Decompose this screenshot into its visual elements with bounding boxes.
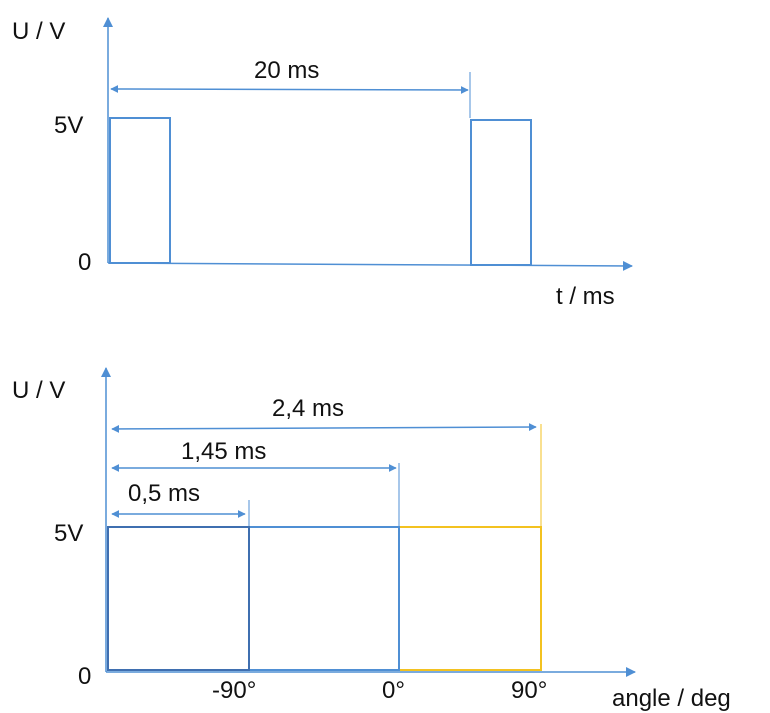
top-y-axis-label: U / V [12, 18, 65, 45]
pulse-1-45ms [107, 526, 400, 671]
bottom-diagram: U / V angle / deg 5V 0 2,4 ms 1,45 ms 0,… [12, 367, 731, 712]
top-period-label: 20 ms [254, 57, 319, 84]
top-pulse-2 [470, 119, 532, 266]
width-label-2-4ms: 2,4 ms [272, 395, 344, 422]
angle-label-0: 0° [382, 677, 405, 704]
bottom-x-axis-label: angle / deg [612, 685, 731, 712]
top-diagram: U / V t / ms 5V 0 20 ms [12, 17, 633, 310]
top-level-high-label: 5V [54, 112, 83, 139]
top-x-axis [107, 260, 633, 271]
top-x-axis-label: t / ms [556, 283, 615, 310]
top-level-low-label: 0 [78, 249, 91, 276]
width-label-0-5ms: 0,5 ms [128, 480, 200, 507]
angle-label-minus-90: -90° [212, 677, 256, 704]
angle-label-90: 90° [511, 677, 547, 704]
pulse-0-5ms [107, 526, 250, 671]
pulse-2-4ms [107, 526, 542, 671]
bottom-level-high-label: 5V [54, 520, 83, 547]
top-period-dimension-arrow [110, 85, 469, 94]
bottom-y-axis-label: U / V [12, 377, 65, 404]
top-pulse-1 [109, 117, 171, 264]
width-label-1-45ms: 1,45 ms [181, 438, 266, 465]
dimension-arrow-2-4ms [111, 423, 537, 433]
bottom-level-low-label: 0 [78, 663, 91, 690]
